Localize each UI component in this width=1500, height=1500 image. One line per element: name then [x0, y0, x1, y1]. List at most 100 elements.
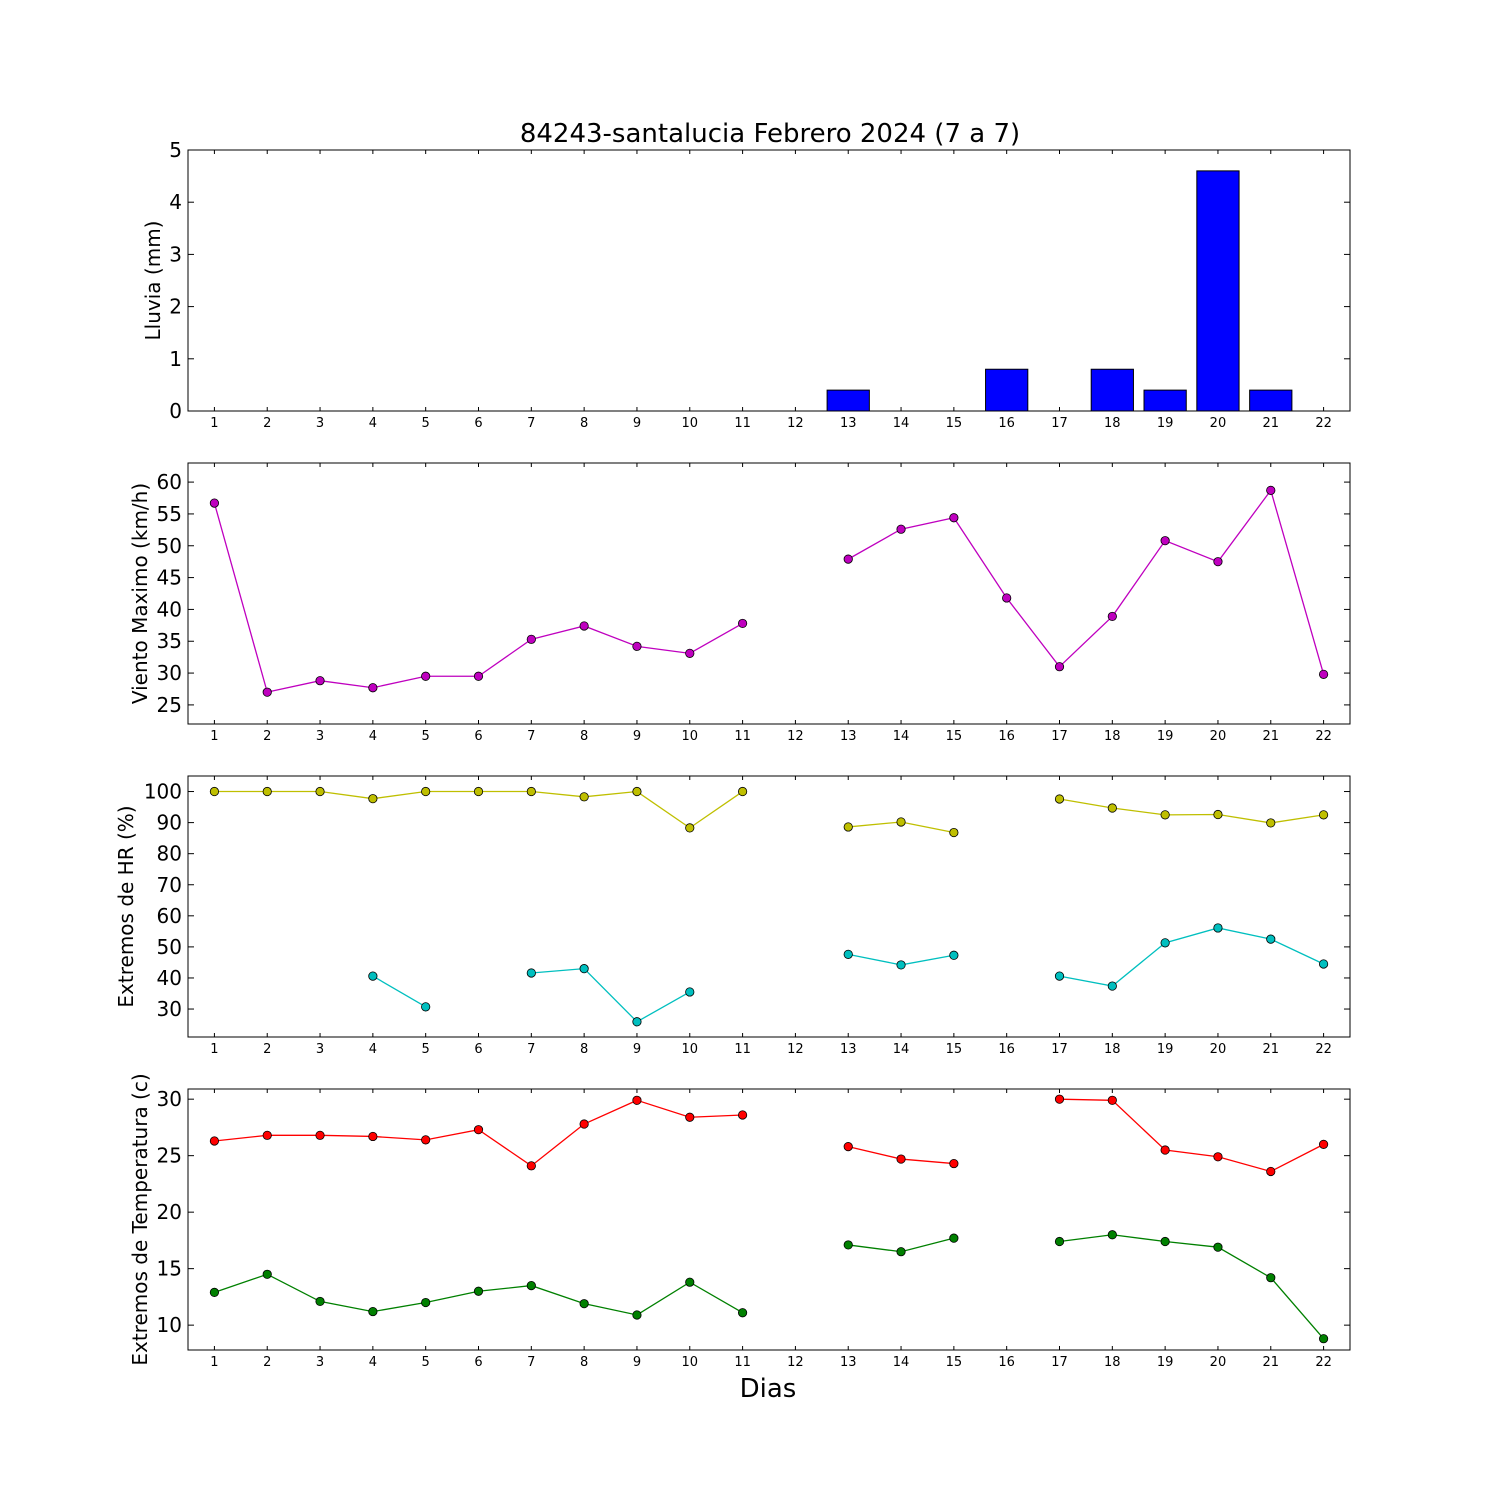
humidity-series-0-point-day-3	[315, 786, 325, 797]
humidity-ytick-label: 80	[157, 842, 182, 866]
humidity-series-0-point-day-11	[737, 786, 748, 797]
temperature-series-0-point-day-17	[1054, 1094, 1065, 1104]
rain-xtick-label: 8	[580, 416, 588, 431]
humidity-ytick-label: 60	[157, 904, 182, 928]
rain-ytick-label: 0	[169, 399, 182, 423]
humidity-series-0-point-day-5	[421, 786, 431, 797]
temperature-ytick-label: 20	[157, 1200, 182, 1224]
wind-xtick-label: 16	[998, 729, 1015, 744]
temperature-xtick-label: 19	[1157, 1355, 1174, 1370]
rain-ytick-label: 3	[169, 242, 182, 266]
temperature-series-0-point-day-3	[315, 1130, 325, 1140]
wind-ytick-label: 40	[157, 597, 182, 621]
wind-xtick-label: 10	[681, 729, 698, 744]
temperature-series-0-point-day-18	[1107, 1095, 1117, 1105]
humidity-xtick-label: 8	[580, 1042, 588, 1057]
wind-series-0-point-day-9	[632, 641, 642, 651]
humidity-series-1-point-day-21	[1266, 934, 1276, 944]
temperature-y-axis-label: Extremos de Temperatura (c)	[128, 1073, 152, 1365]
wind-xtick-label: 2	[263, 729, 271, 744]
temperature-xtick-label: 1	[210, 1355, 218, 1370]
humidity-series-1-point-day-13	[843, 949, 853, 959]
wind-series-0-point-day-22	[1318, 669, 1329, 679]
wind-xtick-label: 20	[1210, 729, 1227, 744]
temperature-xtick-label: 9	[633, 1355, 641, 1370]
temperature-series-1-line	[1059, 1234, 1325, 1340]
wind-xtick-label: 3	[316, 729, 324, 744]
wind-ytick-label: 60	[157, 470, 182, 494]
wind-xtick-label: 5	[422, 729, 430, 744]
wind-xtick-label: 7	[527, 729, 535, 744]
wind-xtick-label: 6	[474, 729, 482, 744]
wind-xtick-label: 8	[580, 729, 588, 744]
wind-xtick-label: 12	[787, 729, 804, 744]
wind-ytick-label: 25	[157, 693, 182, 717]
humidity-series-1-point-day-9	[632, 1017, 642, 1027]
humidity-xtick-label: 16	[998, 1042, 1015, 1057]
rain-xtick-label: 15	[946, 416, 963, 431]
humidity-series-1-point-day-17	[1054, 971, 1065, 981]
temperature-series-0-point-day-9	[632, 1095, 642, 1105]
humidity-xtick-label: 22	[1315, 1042, 1332, 1057]
humidity-ytick-label: 50	[157, 935, 182, 959]
rain-xtick-label: 12	[787, 416, 804, 431]
humidity-series-0-point-day-18	[1107, 803, 1117, 813]
temperature-series-1-point-day-6	[473, 1286, 484, 1296]
wind-xtick-label: 11	[734, 729, 751, 744]
temperature-series-1-point-day-20	[1213, 1242, 1223, 1252]
temperature-plot-frame	[187, 1088, 1351, 1351]
rain-xtick-label: 17	[1051, 416, 1068, 431]
humidity-xtick-label: 17	[1051, 1042, 1068, 1057]
temperature-xtick-label: 15	[946, 1355, 963, 1370]
temperature-series-1-point-day-18	[1107, 1230, 1117, 1240]
humidity-xtick-label: 11	[734, 1042, 751, 1057]
wind-xtick-label: 18	[1104, 729, 1121, 744]
humidity-xtick-label: 13	[840, 1042, 857, 1057]
humidity-series-1-point-day-18	[1107, 981, 1117, 991]
temperature-xtick-label: 4	[369, 1355, 377, 1370]
humidity-series-0-point-day-19	[1160, 810, 1170, 820]
temperature-xtick-label: 6	[474, 1355, 482, 1370]
humidity-series-1-point-day-7	[526, 968, 536, 978]
wind-xtick-label: 17	[1051, 729, 1068, 744]
humidity-series-0-point-day-9	[632, 786, 642, 797]
temperature-xtick-label: 17	[1051, 1355, 1068, 1370]
temperature-xtick-label: 13	[840, 1355, 857, 1370]
temperature-xtick-label: 11	[734, 1355, 751, 1370]
humidity-ytick-label: 90	[157, 811, 182, 835]
wind-series-0-point-day-6	[473, 671, 484, 681]
humidity-series-0-point-day-8	[579, 792, 589, 802]
humidity-xtick-label: 2	[263, 1042, 271, 1057]
humidity-series-0-line	[1059, 798, 1324, 824]
temperature-series-0-point-day-21	[1266, 1166, 1276, 1177]
rain-plot-frame	[187, 149, 1351, 412]
wind-xtick-label: 15	[946, 729, 963, 744]
humidity-series-1-line	[372, 975, 427, 1008]
temperature-series-1-point-day-2	[262, 1269, 272, 1279]
temperature-series-0-point-day-11	[737, 1110, 748, 1120]
temperature-series-1-point-day-21	[1266, 1273, 1276, 1283]
wind-series-0-point-day-16	[1002, 593, 1012, 603]
rain-xtick-label: 7	[527, 416, 535, 431]
humidity-series-1-line	[1059, 927, 1324, 987]
humidity-ytick-label: 40	[157, 966, 182, 990]
temperature-series-0-point-day-22	[1318, 1139, 1329, 1149]
rain-ytick-label: 1	[169, 347, 182, 371]
humidity-series-0-point-day-10	[685, 823, 695, 833]
temperature-series-0-point-day-13	[843, 1142, 853, 1152]
rain-xtick-label: 19	[1157, 416, 1174, 431]
temperature-xtick-label: 7	[527, 1355, 535, 1370]
temperature-xtick-label: 14	[893, 1355, 910, 1370]
humidity-series-1-point-day-4	[368, 971, 378, 981]
chart-title: 84243-santalucia Febrero 2024 (7 a 7)	[520, 119, 1020, 149]
rain-bar-day-18	[1090, 368, 1134, 412]
humidity-ytick-label: 100	[144, 780, 182, 804]
rain-bar-day-13	[826, 389, 870, 412]
rain-ytick-label: 2	[169, 295, 182, 319]
humidity-series-1-point-day-15	[949, 950, 959, 960]
humidity-series-1-point-day-5	[421, 1002, 431, 1012]
rain-bar-day-19	[1143, 389, 1187, 412]
humidity-ytick-label: 70	[157, 873, 182, 897]
humidity-series-1-point-day-20	[1213, 923, 1223, 933]
